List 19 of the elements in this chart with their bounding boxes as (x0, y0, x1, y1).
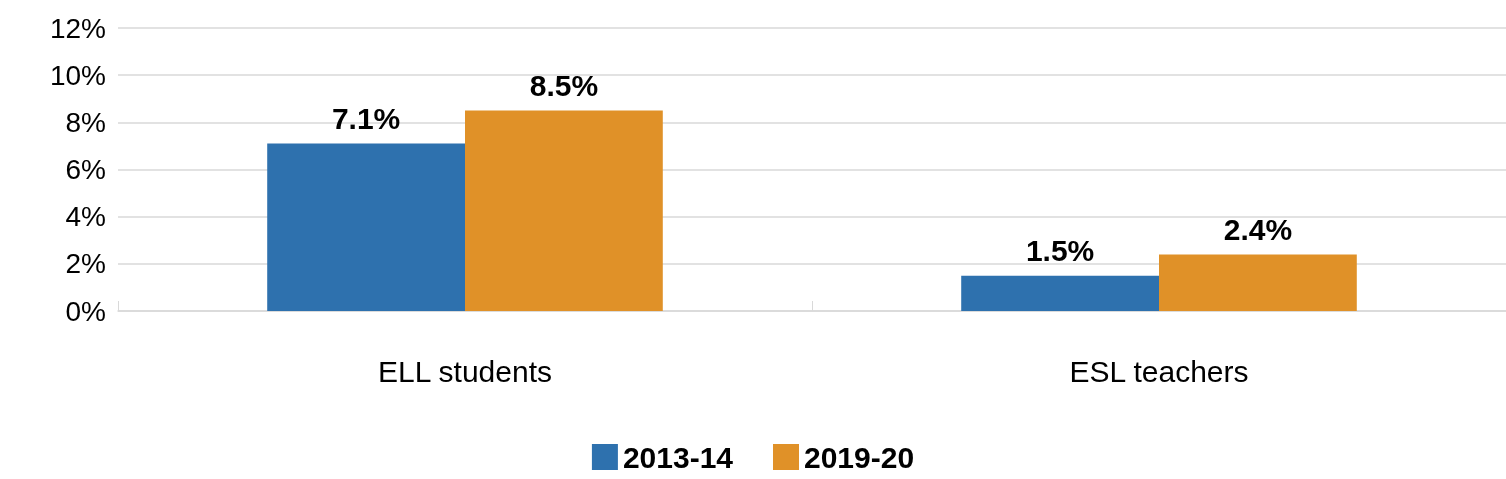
bar (267, 143, 465, 311)
y-tick-label: 4% (65, 201, 106, 233)
y-tick-label: 12% (49, 12, 106, 44)
data-label: 2.4% (1223, 212, 1293, 246)
data-label: 7.1% (331, 102, 401, 136)
y-tick-label: 6% (65, 154, 106, 185)
y-tick-label: 10% (49, 59, 106, 91)
data-label: 8.5% (529, 69, 599, 103)
y-tick-label: 0% (65, 295, 106, 327)
x-tick-label: ELL students (377, 354, 553, 388)
bar (1159, 254, 1357, 311)
y-tick-label: 8% (65, 106, 106, 138)
y-tick-label: 2% (65, 248, 106, 280)
legend-label: 2013-14 (622, 440, 734, 474)
legend-label: 2019-20 (804, 440, 915, 474)
bar (961, 275, 1159, 311)
x-tick-label: ESL teachers (1069, 354, 1249, 388)
data-label: 1.5% (1025, 234, 1095, 268)
bar (465, 110, 663, 311)
